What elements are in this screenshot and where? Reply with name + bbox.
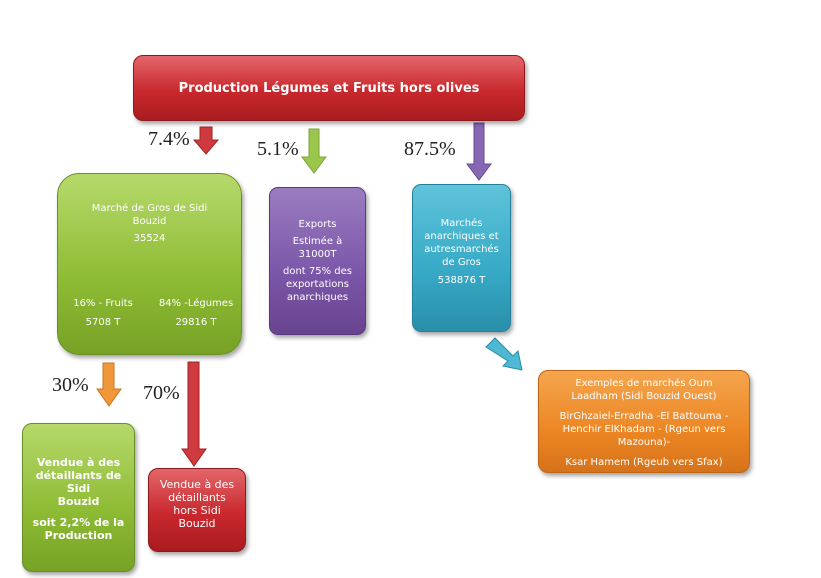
exemples-line2: Laadham (Sidi Bouzid Ouest) <box>571 391 717 402</box>
production-title-box: Production Légumes et Fruits hors olives <box>133 55 525 121</box>
local-line3: Bouzid <box>57 495 100 508</box>
exports-line2: 31000T <box>298 249 337 260</box>
local-line1: Vendue à des <box>36 456 121 469</box>
fruits-label: 16% - Fruits <box>73 298 133 309</box>
local-line4: soit 2,2% de la <box>32 516 125 529</box>
outside-line4: Bouzid <box>178 517 216 530</box>
production-title: Production Légumes et Fruits hors olives <box>178 80 480 96</box>
exemples-line4: Henchir ElKhadam - (Rgeun vers <box>562 424 726 435</box>
outside-line1: Vendue à des <box>159 478 235 491</box>
down-arrow-purple <box>466 122 492 181</box>
exports-line3: dont 75% des <box>282 266 353 277</box>
marche-gros-line1: Marché de Gros de Sidi <box>91 203 208 214</box>
percent-outside: 70% <box>143 382 180 404</box>
exemples-line1: Exemples de marchés Oum <box>575 378 713 389</box>
percent-local: 30% <box>52 374 89 396</box>
exemples-line6: Ksar Hamem (Rgeub vers Sfax) <box>565 457 723 468</box>
exports-title: Exports <box>298 219 337 230</box>
down-arrow-green <box>301 128 327 174</box>
down-arrow-red-long <box>181 361 207 467</box>
local-retail-box: Vendue à des détaillants de Sidi Bouzid … <box>22 423 135 572</box>
down-arrow-orange <box>96 362 122 407</box>
percent-right: 87.5% <box>404 138 456 160</box>
marche-gros-box: Marché de Gros de Sidi Bouzid 35524 16% … <box>57 173 242 355</box>
anarchiques-line1: Marchés <box>440 218 483 229</box>
exemples-box: Exemples de marchés Oum Laadham (Sidi Bo… <box>538 370 750 473</box>
anarchiques-line4: de Gros <box>442 257 481 268</box>
diagonal-arrow-cyan <box>485 337 523 371</box>
percent-mid: 5.1% <box>257 138 299 160</box>
exemples-line3: BirGhzaiel-Erradha -El Battouma - <box>559 411 729 422</box>
exports-line4: exportations <box>286 279 349 290</box>
anarchiques-value: 538876 T <box>437 275 486 286</box>
down-arrow-red <box>192 126 220 155</box>
legumes-label: 84% -Légumes <box>158 298 234 309</box>
outside-line2: détaillants <box>168 491 226 504</box>
local-line5: Production <box>44 529 113 542</box>
exemples-line5: Mazouna)- <box>617 437 671 448</box>
exports-line1: Estimée à <box>292 236 343 247</box>
anarchiques-box: Marchés anarchiques et autresmarchés de … <box>412 184 511 332</box>
outside-retail-box: Vendue à des détaillants hors Sidi Bouzi… <box>148 468 246 552</box>
legumes-value: 29816 T <box>175 317 217 328</box>
anarchiques-line3: autresmarchés <box>424 244 499 255</box>
fruits-value: 5708 T <box>85 317 121 328</box>
local-line2: détaillants de Sidi <box>35 469 122 495</box>
outside-line3: hors Sidi <box>173 504 221 517</box>
exports-line5: anarchiques <box>286 292 349 303</box>
marche-gros-value: 35524 <box>133 233 166 244</box>
percent-left: 7.4% <box>148 128 190 150</box>
anarchiques-line2: anarchiques et <box>424 231 499 242</box>
exports-box: Exports Estimée à 31000T dont 75% des ex… <box>269 187 366 335</box>
marche-gros-line2: Bouzid <box>132 216 167 227</box>
